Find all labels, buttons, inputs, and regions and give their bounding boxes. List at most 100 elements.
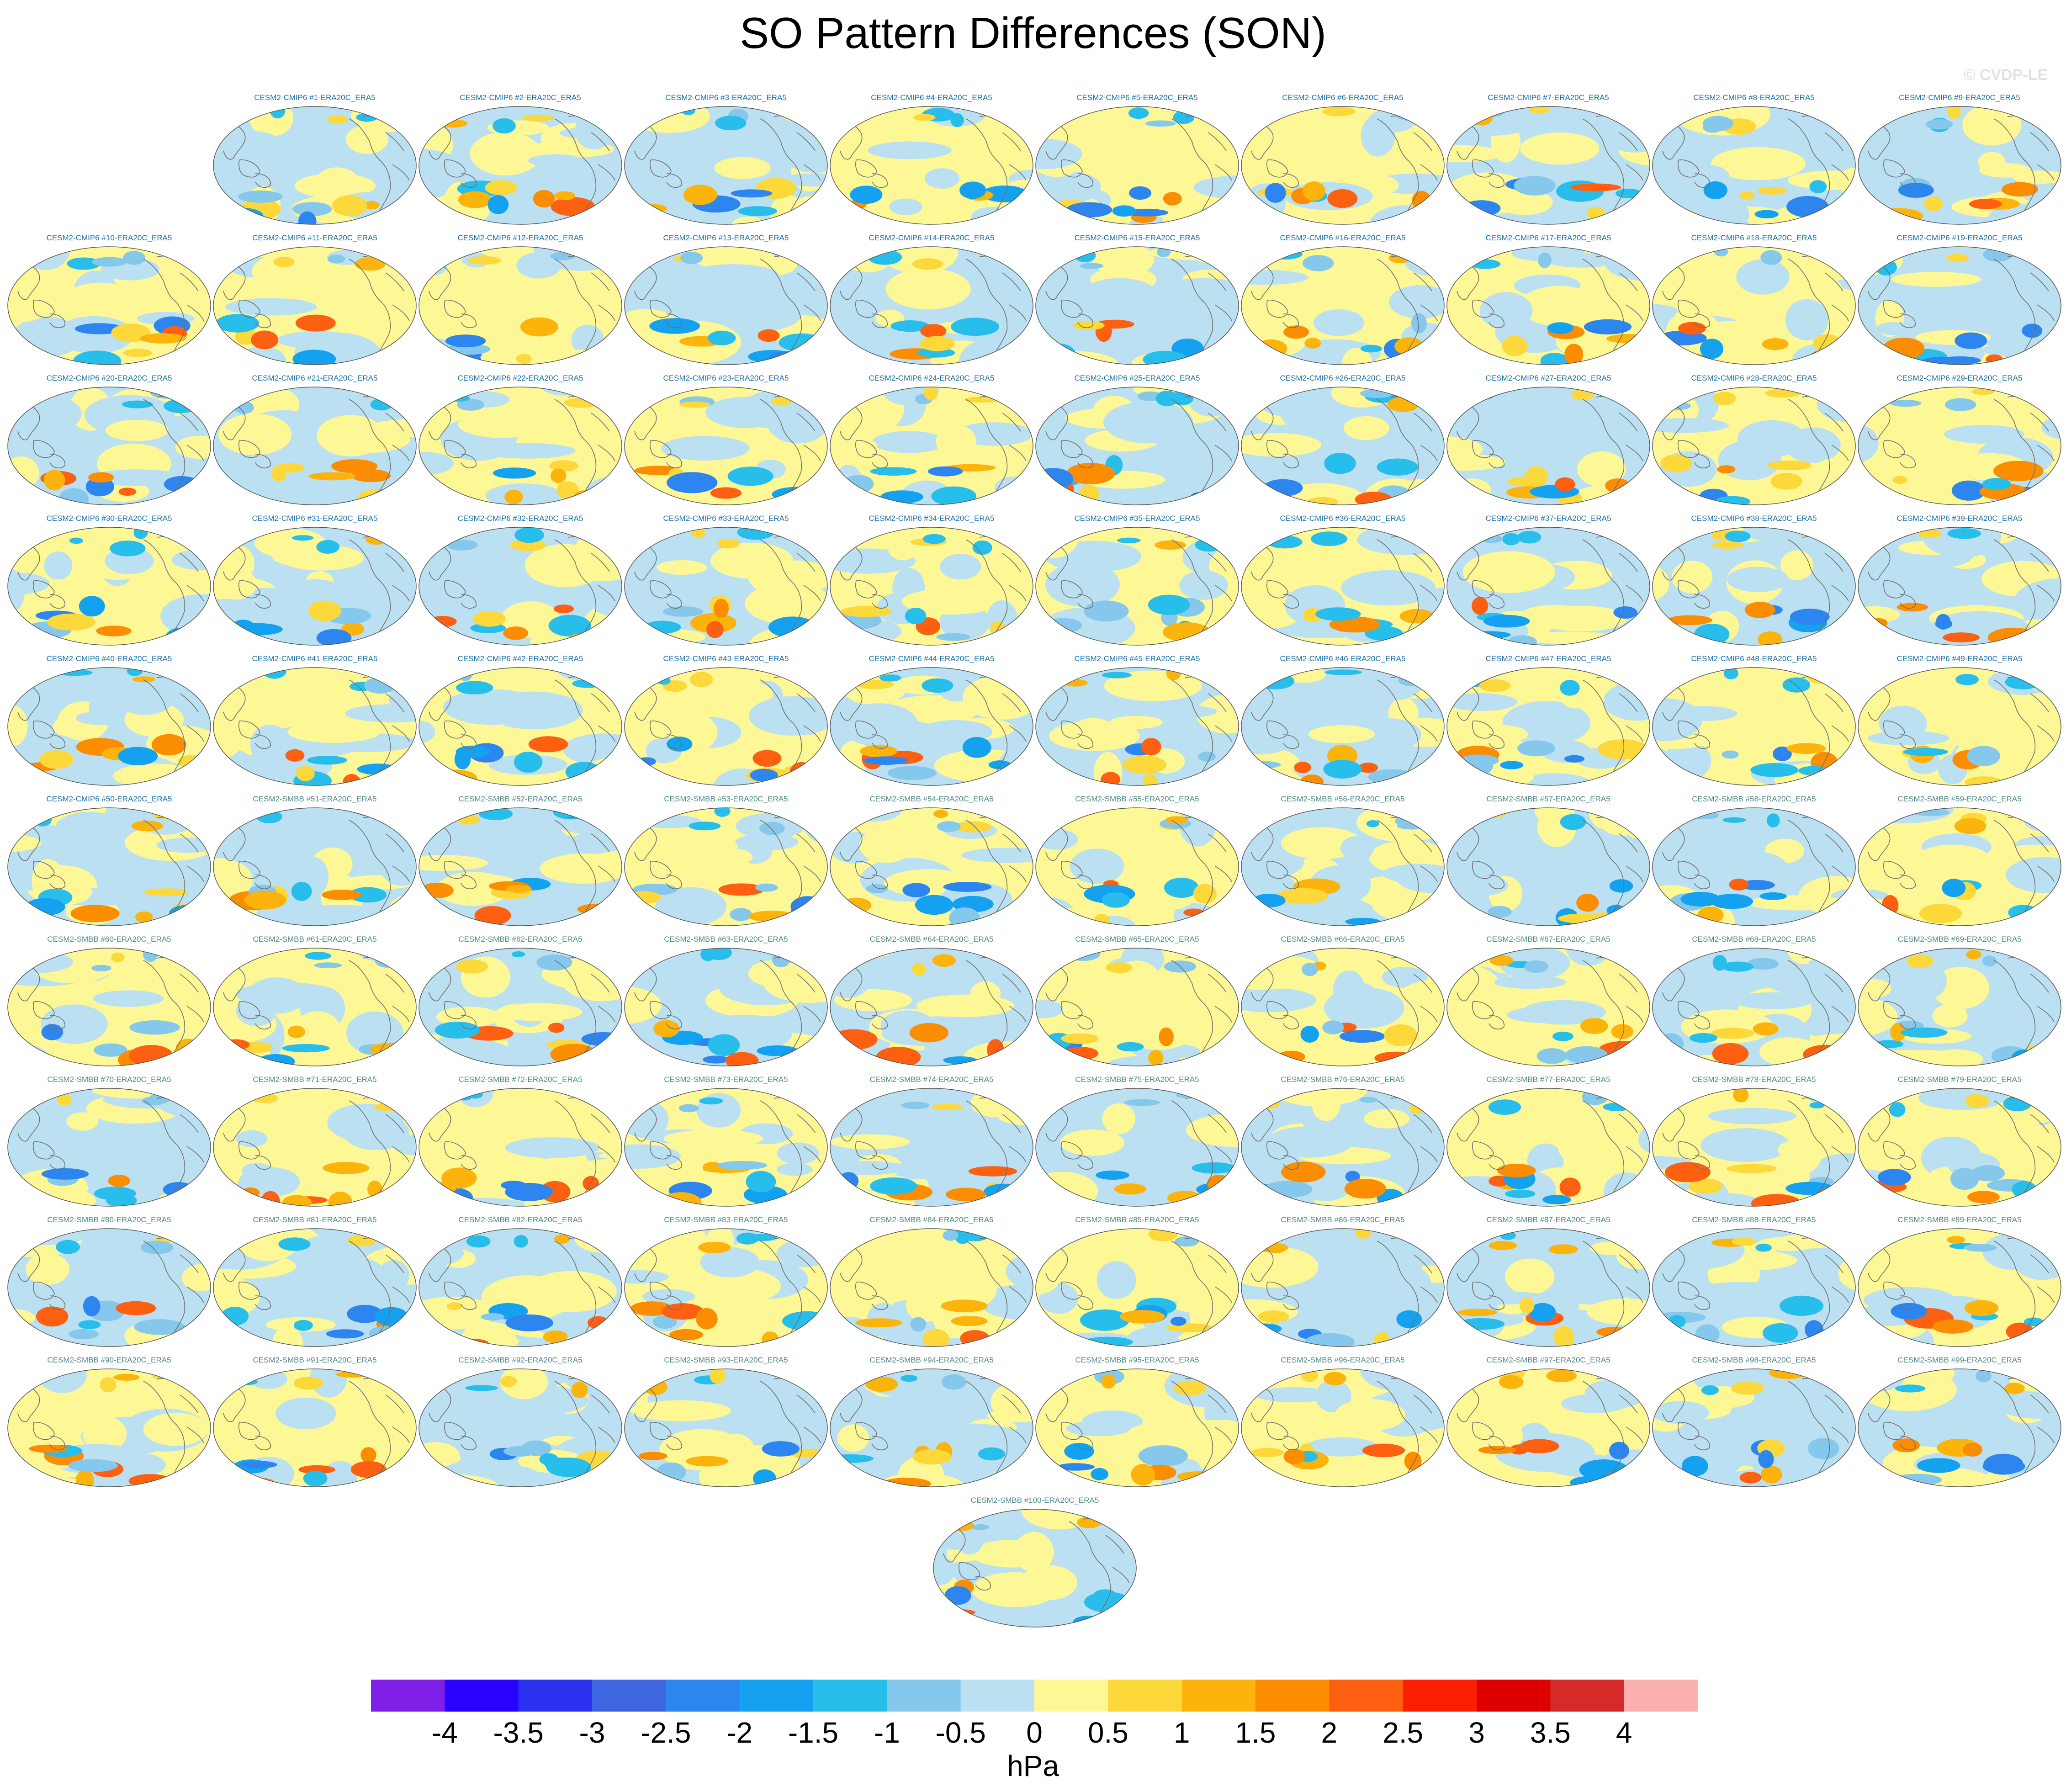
coastline bbox=[1171, 539, 1213, 634]
coastline bbox=[1413, 974, 1432, 993]
map-outline bbox=[624, 387, 828, 505]
anomaly-patch bbox=[332, 195, 367, 217]
coastline bbox=[1619, 1394, 1638, 1414]
contour-patch bbox=[777, 1142, 819, 1165]
coastline bbox=[1208, 974, 1227, 993]
map-outline bbox=[1858, 667, 2061, 786]
global-map bbox=[624, 807, 828, 926]
anomaly-patch bbox=[485, 180, 518, 195]
colorbar-tick-label: -0.5 bbox=[936, 1716, 986, 1749]
anomaly-patch bbox=[1114, 1183, 1147, 1195]
contour-patch bbox=[89, 469, 186, 486]
map-panel: CESM2-SMBB #75-ERA20C_ERA5 bbox=[1034, 1075, 1240, 1208]
contour-patch bbox=[1173, 1298, 1239, 1315]
coastline bbox=[1678, 1141, 1700, 1160]
contour-patch bbox=[188, 1319, 211, 1347]
anomaly-patch bbox=[661, 1303, 704, 1320]
anomaly-patch bbox=[110, 541, 146, 557]
coastline bbox=[238, 159, 260, 178]
coastline bbox=[1678, 159, 1700, 178]
contour-patch bbox=[859, 828, 914, 863]
map-panel: CESM2-SMBB #51-ERA20C_ERA5 bbox=[212, 795, 418, 927]
coastline bbox=[1678, 861, 1700, 879]
anomaly-patch bbox=[226, 208, 264, 224]
anomaly-patch bbox=[355, 257, 386, 271]
contour-patch bbox=[689, 1296, 777, 1340]
global-map bbox=[1446, 948, 1650, 1066]
map-panel-title: CESM2-SMBB #52-ERA20C_ERA5 bbox=[458, 795, 583, 803]
map-panel-title: CESM2-CMIP6 #12-ERA20C_ERA5 bbox=[457, 233, 583, 242]
anomaly-patch bbox=[1256, 673, 1294, 689]
coastline bbox=[444, 1001, 466, 1019]
coastline bbox=[855, 1141, 877, 1160]
coastline bbox=[1002, 272, 1021, 292]
anomaly-patch bbox=[1189, 492, 1208, 505]
map-panel-title: CESM2-CMIP6 #1-ERA20C_ERA5 bbox=[254, 93, 376, 102]
coastline bbox=[554, 1381, 597, 1475]
map-panel-title: CESM2-SMBB #96-ERA20C_ERA5 bbox=[1281, 1356, 1405, 1364]
coastline bbox=[1694, 1295, 1710, 1310]
contour-patch bbox=[1036, 1187, 1071, 1206]
coastline bbox=[666, 875, 682, 890]
coastline bbox=[1214, 1426, 1232, 1443]
contour-patch bbox=[1382, 864, 1444, 884]
contour-patch bbox=[906, 1287, 944, 1322]
anomaly-patch bbox=[1702, 116, 1733, 132]
coastline bbox=[598, 304, 615, 321]
coastline bbox=[1626, 1426, 1643, 1443]
anomaly-patch bbox=[1721, 961, 1754, 972]
anomaly-patch bbox=[514, 752, 543, 773]
anomaly-patch bbox=[1611, 1024, 1633, 1039]
contour-patch bbox=[933, 1555, 956, 1586]
map-panel-title: CESM2-CMIP6 #17-ERA20C_ERA5 bbox=[1485, 233, 1611, 242]
map-outline bbox=[418, 527, 622, 646]
anomaly-patch bbox=[1966, 949, 1981, 960]
anomaly-patch bbox=[372, 356, 396, 365]
contour-patch bbox=[83, 675, 128, 704]
anomaly-patch bbox=[1678, 322, 1706, 335]
anomaly-patch bbox=[841, 897, 872, 913]
contour-patch bbox=[745, 583, 827, 625]
coastline bbox=[1993, 1241, 2036, 1335]
anomaly-patch bbox=[41, 1024, 64, 1040]
anomaly-patch bbox=[1283, 325, 1309, 339]
contour-patch bbox=[625, 1044, 652, 1060]
map-panel: CESM2-CMIP6 #19-ERA20C_ERA5 bbox=[1857, 233, 2062, 366]
global-map bbox=[933, 1509, 1137, 1628]
map-outline bbox=[624, 1228, 828, 1347]
colorbar-tick-label: 2.5 bbox=[1383, 1716, 1423, 1749]
coastline bbox=[760, 539, 802, 634]
global-map bbox=[624, 246, 828, 365]
anomaly-patch bbox=[1162, 622, 1211, 642]
coastline bbox=[554, 259, 597, 353]
anomaly-patch bbox=[920, 324, 947, 338]
coastline bbox=[1077, 1015, 1093, 1030]
contour-patch bbox=[1521, 1000, 1606, 1025]
contour-patch bbox=[830, 303, 863, 320]
map-panel: CESM2-SMBB #52-ERA20C_ERA5 bbox=[418, 795, 623, 927]
anomaly-patch bbox=[905, 608, 927, 625]
map-outline bbox=[624, 1368, 828, 1487]
contour-patch bbox=[1313, 309, 1365, 336]
coastline bbox=[1472, 1141, 1494, 1160]
anomaly-patch bbox=[703, 1055, 729, 1064]
coastline bbox=[392, 1146, 410, 1163]
global-map bbox=[213, 1368, 417, 1487]
anomaly-patch bbox=[553, 604, 574, 613]
anomaly-patch bbox=[1122, 756, 1167, 774]
map-panel: CESM2-SMBB #66-ERA20C_ERA5 bbox=[1240, 935, 1446, 1067]
anomaly-patch bbox=[857, 247, 873, 254]
anomaly-patch bbox=[753, 1469, 776, 1487]
anomaly-patch bbox=[240, 1461, 277, 1469]
coastline bbox=[1208, 1254, 1227, 1273]
global-map bbox=[830, 246, 1033, 365]
coastline bbox=[1002, 1254, 1021, 1273]
contour-patch bbox=[1269, 1088, 1369, 1107]
contour-patch bbox=[346, 125, 388, 154]
coastline bbox=[760, 960, 802, 1055]
coastline bbox=[1077, 734, 1093, 749]
anomaly-patch bbox=[481, 1313, 505, 1321]
map-outline bbox=[418, 948, 622, 1066]
map-panel-title: CESM2-SMBB #53-ERA20C_ERA5 bbox=[664, 795, 788, 803]
coastline bbox=[650, 300, 672, 318]
